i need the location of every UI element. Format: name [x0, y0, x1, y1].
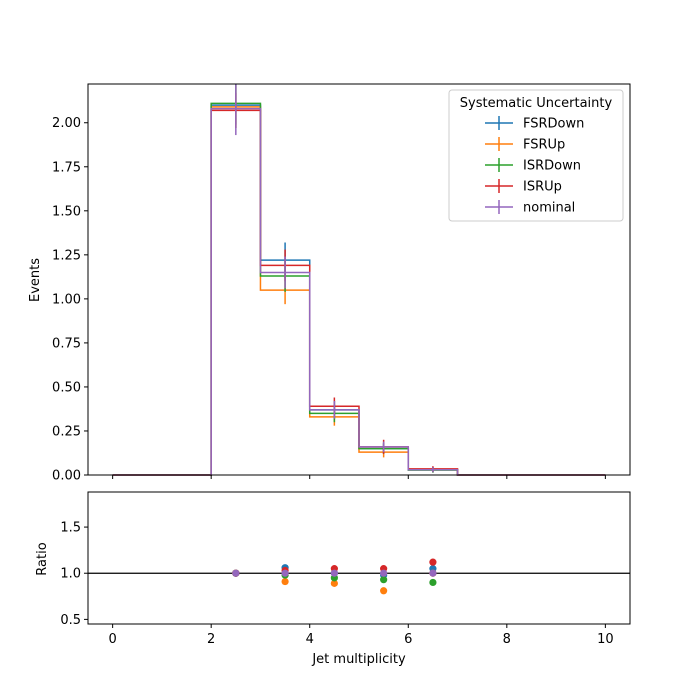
ratio-axes-frame [87, 491, 631, 625]
ratio-point-nominal-3 [380, 569, 388, 577]
histogram-y-axis-label: Events [28, 258, 43, 302]
x-tick-label: 8 [503, 632, 511, 647]
x-tick-label: 10 [597, 632, 614, 647]
y-tick-label: 1.25 [52, 248, 81, 263]
legend-entry-ISRDown: ISRDown [485, 158, 581, 174]
histogram-x-ticks [112, 475, 606, 479]
y-tick-label: 0.75 [52, 336, 81, 351]
ratio-point-nominal-1 [281, 569, 289, 577]
legend-label: ISRDown [523, 159, 581, 174]
y-tick-label: 0.50 [52, 380, 81, 395]
y-tick-label: 0.00 [52, 469, 81, 484]
ratio-point-ISRDown-3 [380, 576, 388, 584]
x-tick-label: 0 [108, 632, 116, 647]
ratio-point-nominal-4 [429, 569, 437, 577]
ratio-point-FSRUp-2 [330, 579, 338, 587]
y-tick-label: 0.25 [52, 424, 81, 439]
ratio-y-tick-label: 1.0 [60, 567, 81, 582]
ratio-point-ISRUp-4 [429, 558, 437, 566]
x-tick-label: 6 [404, 632, 412, 647]
legend-entries: FSRDown FSRUp ISRDown ISRUp nominal [485, 116, 584, 216]
legend: Systematic Uncertainty FSRDown FSRUp ISRDo… [448, 89, 624, 222]
legend-title: Systematic Uncertainty [460, 96, 613, 111]
ratio-point-FSRUp-3 [380, 587, 388, 595]
legend-label: ISRUp [523, 180, 562, 195]
ratio-marks [88, 558, 630, 595]
ratio-point-nominal-0 [232, 569, 240, 577]
ratio-point-nominal-2 [330, 569, 338, 577]
ratio-point-FSRUp-1 [281, 577, 289, 586]
x-tick-label: 4 [306, 632, 314, 647]
y-tick-label: 2.00 [52, 116, 81, 131]
ratio-y-tick-label: 1.5 [60, 521, 81, 536]
legend-entry-ISRUp: ISRUp [485, 179, 562, 195]
x-tick-label: 2 [207, 632, 215, 647]
ratio-series-nominal [232, 569, 437, 577]
y-tick-label: 1.75 [52, 160, 81, 175]
legend-entry-FSRUp: FSRUp [485, 137, 565, 153]
ratio-panel: 0.5 1.0 1.5 0 2 4 6 8 10 Ratio Jet multiplicity [35, 491, 631, 667]
legend-entry-FSRDown: FSRDown [485, 116, 584, 132]
ratio-y-axis-label: Ratio [35, 542, 50, 575]
y-tick-label: 1.50 [52, 204, 81, 219]
legend-entry-nominal: nominal [485, 200, 575, 216]
legend-label: nominal [523, 201, 575, 216]
histogram-panel: 0.00 0.25 0.50 0.75 1.00 1.25 1.50 1.75 2.00 Eve… [28, 83, 631, 484]
histogram-axes-frame [87, 83, 631, 476]
ratio-y-tick-label: 0.5 [60, 613, 81, 628]
histogram-y-ticks: 0.00 0.25 0.50 0.75 1.00 1.25 1.50 1.75 2.00 [52, 116, 88, 484]
y-tick-label: 1.00 [52, 292, 81, 307]
legend-label: FSRUp [523, 138, 565, 153]
ratio-y-ticks: 0.5 1.0 1.5 [60, 521, 88, 628]
ratio-x-ticks: 0 2 4 6 8 10 [108, 624, 614, 647]
ratio-point-ISRDown-4 [429, 578, 437, 587]
x-axis-label: Jet multiplicity [311, 652, 406, 667]
legend-label: FSRDown [523, 117, 584, 132]
